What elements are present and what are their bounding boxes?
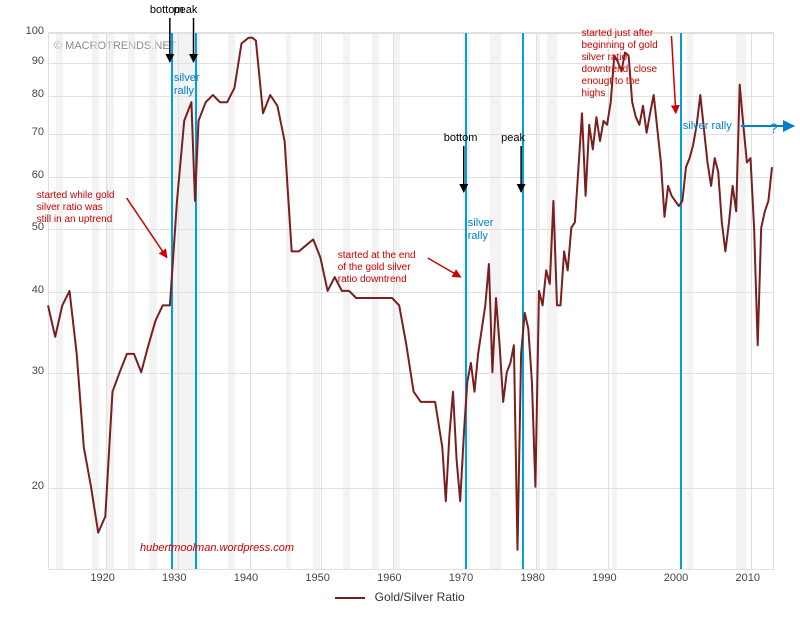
- y-tick-label: 70: [18, 126, 44, 138]
- y-tick-label: 40: [18, 284, 44, 296]
- grid-y: [49, 373, 773, 374]
- annotation-text: started while gold silver ratio was stil…: [37, 190, 115, 226]
- legend-swatch: [335, 597, 365, 599]
- grid-x: [178, 33, 179, 569]
- x-tick-label: 1990: [592, 572, 616, 584]
- y-tick-label: 100: [18, 25, 44, 37]
- y-tick-label: 60: [18, 169, 44, 181]
- grid-y: [49, 96, 773, 97]
- vertical-marker: [465, 33, 467, 569]
- annotation-text: ?: [770, 120, 778, 137]
- x-tick-label: 2000: [664, 572, 688, 584]
- x-tick-label: 1950: [305, 572, 329, 584]
- y-tick-label: 30: [18, 365, 44, 377]
- chart-container: © MACROTRENDS.NET hubertmoolman.wordpres…: [0, 0, 800, 622]
- x-tick-label: 2010: [735, 572, 759, 584]
- marker-label: peak: [501, 132, 525, 145]
- grid-x: [393, 33, 394, 569]
- annotation-text: started just after beginning of gold sil…: [581, 28, 657, 100]
- silver-rally-label: silver rally: [683, 120, 732, 133]
- marker-label: peak: [174, 4, 198, 17]
- x-tick-label: 1970: [449, 572, 473, 584]
- vertical-marker: [171, 33, 173, 569]
- grid-x: [536, 33, 537, 569]
- y-tick-label: 90: [18, 55, 44, 67]
- grid-y: [49, 177, 773, 178]
- grid-y: [49, 292, 773, 293]
- grid-x: [608, 33, 609, 569]
- silver-rally-label: silverrally: [174, 72, 200, 98]
- vertical-marker: [195, 33, 197, 569]
- grid-y: [49, 134, 773, 135]
- grid-x: [250, 33, 251, 569]
- grid-y: [49, 33, 773, 34]
- marker-label: bottom: [444, 132, 478, 145]
- silver-rally-label: silverrally: [468, 217, 494, 243]
- x-tick-label: 1920: [90, 572, 114, 584]
- annotation-text: started at the end of the gold silver ra…: [338, 250, 416, 286]
- grid-x: [106, 33, 107, 569]
- x-tick-label: 1930: [162, 572, 186, 584]
- legend-label: Gold/Silver Ratio: [375, 590, 465, 604]
- grid-y: [49, 63, 773, 64]
- grid-x: [751, 33, 752, 569]
- x-tick-label: 1980: [520, 572, 544, 584]
- author-watermark: hubertmoolman.wordpress.com: [140, 542, 294, 555]
- vertical-marker: [522, 33, 524, 569]
- y-tick-label: 80: [18, 88, 44, 100]
- x-tick-label: 1940: [234, 572, 258, 584]
- vertical-marker: [680, 33, 682, 569]
- grid-x: [321, 33, 322, 569]
- grid-y: [49, 229, 773, 230]
- grid-y: [49, 488, 773, 489]
- x-tick-label: 1960: [377, 572, 401, 584]
- plot-area: [48, 32, 774, 570]
- legend: Gold/Silver Ratio: [300, 590, 500, 604]
- y-tick-label: 20: [18, 480, 44, 492]
